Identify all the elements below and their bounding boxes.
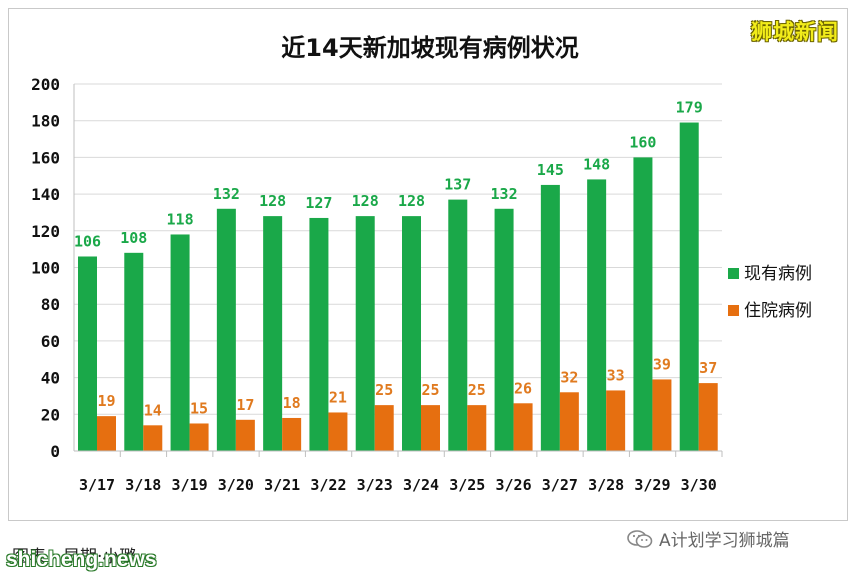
x-tick-label: 3/28 — [588, 476, 624, 494]
legend-label-current: 现有病例 — [744, 264, 812, 284]
bar-current — [402, 216, 421, 451]
bar-current — [170, 234, 190, 451]
legend-swatch-current — [728, 268, 739, 279]
y-tick-label: 140 — [31, 185, 60, 204]
bar-hospital — [421, 405, 440, 451]
data-label-hospital: 19 — [97, 392, 115, 410]
data-label-hospital: 37 — [699, 359, 717, 377]
x-tick-label: 3/22 — [310, 476, 346, 494]
x-tick-label: 3/30 — [681, 476, 717, 494]
data-label-hospital: 25 — [375, 381, 393, 399]
data-label-current: 137 — [444, 176, 471, 194]
x-tick-label: 3/29 — [634, 476, 670, 494]
legend-label-hospital: 住院病例 — [744, 301, 812, 321]
bar-hospital — [282, 417, 302, 451]
data-label-current: 132 — [491, 185, 518, 203]
x-tick-label: 3/26 — [496, 476, 532, 494]
bar-current — [355, 216, 375, 451]
wechat-account: A计划学习狮城篇 — [627, 526, 790, 551]
x-tick-label: 3/27 — [542, 476, 578, 494]
y-tick-label: 80 — [41, 295, 60, 314]
bar-current — [216, 208, 236, 451]
data-label-hospital: 33 — [607, 366, 625, 384]
y-tick-label: 200 — [31, 75, 60, 94]
bar-hospital — [698, 383, 718, 451]
legend-swatch-hospital — [728, 305, 739, 316]
chart-title: 近14天新加坡现有病例状况 — [281, 34, 578, 62]
bar-hospital — [328, 412, 348, 451]
bar-hospital — [652, 379, 672, 451]
wechat-icon — [627, 529, 653, 548]
data-label-hospital: 26 — [514, 379, 532, 397]
y-tick-label: 160 — [31, 148, 60, 167]
data-label-hospital: 32 — [560, 368, 578, 386]
legend: 现有病例 住院病例 — [728, 264, 812, 321]
data-label-current: 128 — [259, 192, 286, 210]
y-tick-label: 120 — [31, 222, 60, 241]
data-label-hospital: 15 — [190, 399, 208, 417]
data-label-current: 160 — [629, 133, 656, 151]
y-tick-label: 40 — [41, 369, 60, 388]
bar-current — [309, 217, 329, 451]
data-label-current: 148 — [583, 155, 610, 173]
x-tick-label: 3/21 — [264, 476, 300, 494]
data-label-current: 132 — [213, 185, 240, 203]
y-tick-label: 0 — [50, 442, 60, 461]
bar-hospital — [513, 403, 533, 451]
x-tick-label: 3/20 — [218, 476, 254, 494]
brand-logo: 狮城新闻 — [751, 20, 839, 44]
bars: 106 19 108 14 118 15 132 17 128 18 127 21 128 25 128 25… — [74, 99, 718, 452]
x-tick-label: 3/17 — [79, 476, 115, 494]
data-label-hospital: 25 — [421, 381, 439, 399]
bar-hospital — [235, 419, 255, 451]
bar-current — [679, 122, 699, 451]
data-label-current: 118 — [167, 210, 194, 228]
bar-hospital — [559, 392, 579, 451]
bar-hospital — [606, 390, 626, 451]
bar-hospital — [374, 405, 394, 451]
data-label-current: 127 — [305, 194, 332, 212]
bar-current — [494, 208, 514, 451]
bar-current — [124, 252, 144, 451]
bar-hospital — [97, 416, 116, 451]
x-axis: 3/17 3/18 3/19 3/20 3/21 3/22 3/23 3/24 3/25 3/26… — [74, 450, 723, 494]
y-tick-label: 100 — [31, 259, 60, 278]
chart-credit: 图表：早期·小璐 — [12, 547, 137, 567]
account-name: A计划学习狮城篇 — [659, 531, 790, 551]
data-label-hospital: 39 — [653, 355, 671, 373]
y-tick-label: 180 — [31, 112, 60, 131]
data-label-current: 179 — [676, 99, 703, 117]
data-label-current: 128 — [352, 192, 379, 210]
data-label-hospital: 14 — [144, 401, 162, 419]
data-label-current: 128 — [398, 192, 425, 210]
x-tick-label: 3/23 — [357, 476, 393, 494]
bar-current — [78, 256, 97, 451]
x-tick-label: 3/25 — [449, 476, 485, 494]
y-axis: 0 20 40 60 80 100 120 140 160 180 200 — [31, 75, 75, 461]
x-tick-label: 3/19 — [172, 476, 208, 494]
data-label-hospital: 25 — [468, 381, 486, 399]
bar-hospital — [143, 425, 163, 451]
data-label-current: 145 — [537, 161, 564, 179]
data-label-current: 106 — [74, 232, 101, 250]
bar-current — [587, 179, 607, 452]
bar-current — [540, 184, 560, 452]
x-tick-label: 3/18 — [125, 476, 161, 494]
x-tick-label: 3/24 — [403, 476, 439, 494]
bar-hospital — [189, 423, 209, 451]
data-label-hospital: 17 — [236, 396, 254, 414]
y-tick-label: 60 — [41, 332, 60, 351]
data-label-hospital: 18 — [283, 394, 301, 412]
bar-current — [448, 199, 468, 451]
bar-current — [633, 157, 653, 451]
bar-current — [263, 216, 283, 451]
bar-hospital — [467, 405, 487, 451]
data-label-current: 108 — [120, 229, 147, 247]
y-tick-label: 20 — [41, 405, 60, 424]
data-label-hospital: 21 — [329, 388, 347, 406]
site-watermark: shicheng.news — [6, 548, 157, 571]
